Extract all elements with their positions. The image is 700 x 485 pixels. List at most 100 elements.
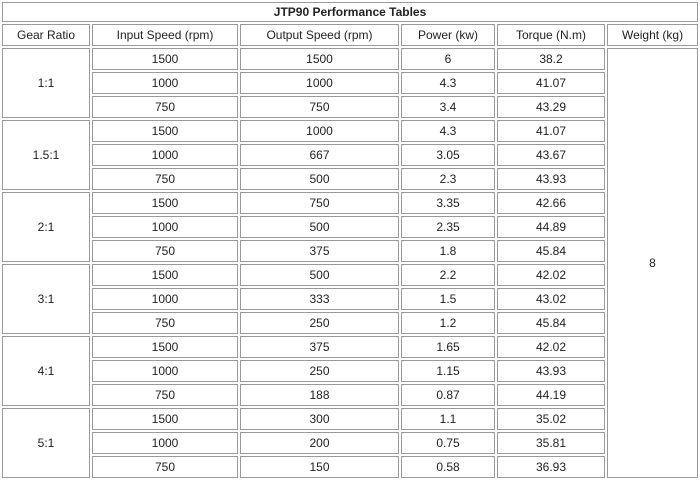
data-row: 1000 500 2.35 44.89 bbox=[2, 216, 698, 238]
cell: 0.87 bbox=[401, 384, 495, 406]
cell: 1500 bbox=[240, 48, 399, 70]
data-row: 1000 1000 4.3 41.07 bbox=[2, 72, 698, 94]
cell: 45.84 bbox=[497, 312, 605, 334]
cell: 1.2 bbox=[401, 312, 495, 334]
cell: 667 bbox=[240, 144, 399, 166]
column-header: Gear Ratio bbox=[2, 24, 90, 46]
table-title: JTP90 Performance Tables bbox=[2, 2, 699, 22]
cell: 1.8 bbox=[401, 240, 495, 262]
data-row: 1:1 1500 1500 6 38.2 8 bbox=[2, 48, 699, 478]
cell: 188 bbox=[240, 384, 399, 406]
table-body: JTP90 Performance Tables Gear Ratio Input… bbox=[2, 2, 699, 478]
cell: 42.02 bbox=[497, 264, 605, 286]
cell: 150 bbox=[240, 456, 399, 478]
cell: 1500 bbox=[92, 120, 238, 142]
cell: 1.65 bbox=[401, 336, 495, 358]
cell: 42.02 bbox=[497, 336, 605, 358]
cell: 1500 bbox=[92, 264, 238, 286]
cell: 44.89 bbox=[497, 216, 605, 238]
cell: 1000 bbox=[92, 360, 238, 382]
cell: 1.15 bbox=[401, 360, 495, 382]
data-row: 5:1 1500 300 1.1 35.02 bbox=[2, 408, 698, 478]
cell: 1000 bbox=[92, 432, 238, 454]
cell: 4.3 bbox=[401, 120, 495, 142]
cell: 200 bbox=[240, 432, 399, 454]
cell: 45.84 bbox=[497, 240, 605, 262]
cell: 38.2 bbox=[497, 48, 605, 70]
cell: 500 bbox=[240, 168, 399, 190]
data-row: 750 375 1.8 45.84 bbox=[2, 240, 698, 262]
cell: 750 bbox=[240, 96, 399, 118]
gear-ratio: 3:1 bbox=[2, 264, 90, 334]
cell: 35.81 bbox=[497, 432, 605, 454]
cell: 750 bbox=[92, 384, 238, 406]
data-row: 750 188 0.87 44.19 bbox=[2, 384, 698, 406]
gear-ratio: 1.5:1 bbox=[2, 120, 90, 190]
cell: 42.66 bbox=[497, 192, 605, 214]
cell: 1000 bbox=[240, 72, 399, 94]
cell: 1500 bbox=[92, 408, 238, 430]
gear-ratio: 1:1 bbox=[2, 48, 90, 118]
cell: 300 bbox=[240, 408, 399, 430]
cell: 750 bbox=[92, 168, 238, 190]
cell: 250 bbox=[240, 312, 399, 334]
data-row: 750 150 0.58 36.93 bbox=[2, 456, 698, 478]
cell: 2.3 bbox=[401, 168, 495, 190]
cell: 750 bbox=[92, 240, 238, 262]
cell: 1000 bbox=[92, 216, 238, 238]
column-header: Torque (N.m) bbox=[497, 24, 605, 46]
cell: 1500 bbox=[92, 48, 238, 70]
cell: 1.5 bbox=[401, 288, 495, 310]
cell: 3.35 bbox=[401, 192, 495, 214]
cell: 0.58 bbox=[401, 456, 495, 478]
cell: 41.07 bbox=[497, 72, 605, 94]
gear-ratio: 4:1 bbox=[2, 336, 90, 406]
gear-ratio: 2:1 bbox=[2, 192, 90, 262]
cell: 1000 bbox=[92, 288, 238, 310]
cell: 500 bbox=[240, 264, 399, 286]
data-row: 1000 200 0.75 35.81 bbox=[2, 432, 698, 454]
data-row: 1.5:1 1500 1000 4.3 41.07 bbox=[2, 120, 698, 190]
column-header: Weight (kg) bbox=[607, 24, 699, 46]
cell: 1500 bbox=[92, 336, 238, 358]
cell: 750 bbox=[92, 456, 238, 478]
cell: 750 bbox=[92, 96, 238, 118]
data-row: 750 500 2.3 43.93 bbox=[2, 168, 698, 190]
gear-ratio: 5:1 bbox=[2, 408, 90, 478]
data-row: 1000 667 3.05 43.67 bbox=[2, 144, 698, 166]
data-row: 750 250 1.2 45.84 bbox=[2, 312, 698, 334]
column-header: Input Speed (rpm) bbox=[92, 24, 238, 46]
data-row: 1000 250 1.15 43.93 bbox=[2, 360, 698, 382]
data-row: 2:1 1500 750 3.35 42.66 bbox=[2, 192, 698, 262]
cell: 43.93 bbox=[497, 360, 605, 382]
cell: 3.05 bbox=[401, 144, 495, 166]
cell: 6 bbox=[401, 48, 495, 70]
cell: 1000 bbox=[92, 144, 238, 166]
cell: 375 bbox=[240, 240, 399, 262]
cell: 1000 bbox=[240, 120, 399, 142]
cell: 750 bbox=[92, 312, 238, 334]
data-row: 4:1 1500 375 1.65 42.02 bbox=[2, 336, 698, 406]
weight: 8 bbox=[607, 48, 699, 478]
column-header: Output Speed (rpm) bbox=[240, 24, 399, 46]
cell: 1500 bbox=[92, 192, 238, 214]
cell: 35.02 bbox=[497, 408, 605, 430]
data-row: 1000 333 1.5 43.02 bbox=[2, 288, 698, 310]
cell: 3.4 bbox=[401, 96, 495, 118]
cell: 2.35 bbox=[401, 216, 495, 238]
cell: 43.93 bbox=[497, 168, 605, 190]
cell: 43.29 bbox=[497, 96, 605, 118]
cell: 375 bbox=[240, 336, 399, 358]
cell: 44.19 bbox=[497, 384, 605, 406]
cell: 250 bbox=[240, 360, 399, 382]
header-row: Gear Ratio Input Speed (rpm) Output Speed … bbox=[2, 24, 699, 46]
cell: 333 bbox=[240, 288, 399, 310]
cell: 1.1 bbox=[401, 408, 495, 430]
cell: 1000 bbox=[92, 72, 238, 94]
cell: 2.2 bbox=[401, 264, 495, 286]
cell: 43.02 bbox=[497, 288, 605, 310]
cell: 41.07 bbox=[497, 120, 605, 142]
cell: 36.93 bbox=[497, 456, 605, 478]
cell: 750 bbox=[240, 192, 399, 214]
